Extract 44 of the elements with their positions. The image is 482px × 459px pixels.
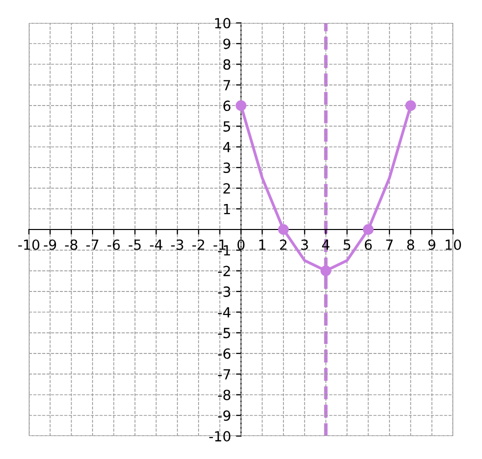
y-tick-label: -8 — [218, 390, 230, 400]
y-tick-label: -10 — [209, 431, 230, 442]
point — [362, 224, 374, 235]
x-tick-label: 4 — [322, 240, 330, 250]
x-tick-label: 0 — [237, 239, 244, 250]
x-tick-label: -10 — [18, 239, 40, 250]
x-tick-label: 1 — [259, 240, 266, 250]
x-tick-label: 2 — [280, 239, 286, 250]
y-tick-label: 2 — [223, 183, 230, 194]
x-tick-label: -2 — [192, 239, 204, 250]
y-tick-label: -5 — [218, 328, 230, 338]
x-tick-label: -5 — [128, 240, 141, 250]
y-tick-label: -6 — [218, 348, 230, 359]
x-tick-label: -7 — [86, 240, 98, 250]
y-tick-label: -3 — [218, 286, 230, 297]
x-tick-label: -8 — [65, 239, 78, 250]
y-tick-label: 8 — [223, 59, 230, 70]
point — [236, 100, 246, 111]
x-tick-label: -4 — [150, 240, 162, 250]
y-tick-label: 3 — [224, 162, 230, 174]
x-tick-label: -3 — [171, 239, 184, 250]
y-tick-label: 5 — [224, 121, 230, 132]
x-tick-label: 6 — [364, 239, 372, 250]
x-tick-label: 7 — [386, 240, 393, 250]
point — [278, 224, 289, 235]
y-tick-label: -9 — [218, 410, 230, 421]
y-tick-label: 1 — [224, 204, 230, 214]
y-tick-label: 4 — [223, 142, 230, 152]
x-tick-label: -6 — [108, 239, 120, 250]
x-tick-label: 5 — [344, 240, 350, 250]
x-tick-label: -9 — [44, 239, 56, 250]
y-tick-label: 6 — [223, 100, 230, 112]
x-tick-label: 10 — [446, 239, 461, 250]
y-tick-label: -7 — [218, 369, 230, 380]
y-tick-label: 10 — [215, 18, 230, 28]
y-tick-label: -2 — [218, 266, 230, 276]
y-tick-label: 9 — [223, 38, 230, 50]
x-tick-label: 3 — [301, 239, 308, 250]
point — [320, 265, 332, 276]
y-tick-label: 7 — [224, 80, 230, 90]
y-tick-label: -4 — [218, 307, 230, 318]
x-tick-label: 9 — [428, 239, 436, 250]
x-tick-label: 8 — [407, 239, 414, 250]
point — [405, 100, 416, 111]
